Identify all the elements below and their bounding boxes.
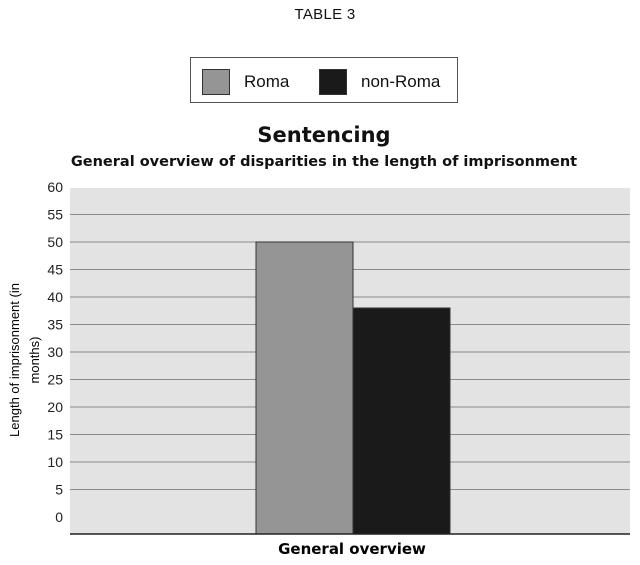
bar-roma [255,241,354,535]
legend-swatch-roma [202,69,230,95]
bars [255,241,451,535]
bar-non-roma [352,307,451,535]
y-tick-label: 5 [55,482,63,498]
y-tick-label: 10 [47,454,63,470]
y-tick-label: 55 [47,207,63,223]
legend-label-roma: Roma [244,72,290,91]
y-tick-label: 25 [47,372,63,388]
y-tick-label: 40 [47,289,63,305]
y-tick-label: 50 [47,234,63,250]
legend-item-roma: Roma [202,68,289,96]
y-axis-label-line-1: Length of imprisonment (in [7,283,22,437]
y-tick-label: 45 [47,262,63,278]
table-label: TABLE 3 [294,6,356,23]
y-axis-label-group: Length of imprisonment (in months) [7,283,42,437]
chart-title: Sentencing [257,123,391,147]
legend-label-non-roma: non-Roma [361,72,441,91]
legend: Roma non-Roma [190,57,458,103]
legend-item-non-roma: non-Roma [319,68,440,96]
y-tick-label: 15 [47,427,63,443]
chart-subtitle: General overview of disparities in the l… [70,154,578,170]
y-axis-label-line-2: months) [27,337,42,384]
y-axis-ticks: 0 5 10 15 20 25 30 35 40 45 50 55 60 [47,179,63,525]
y-tick-label: 0 [55,509,63,525]
x-axis-label: General overview [278,540,426,558]
legend-swatch-non-roma [319,69,347,95]
y-tick-label: 60 [47,179,63,195]
y-tick-label: 30 [47,344,63,360]
y-tick-label: 35 [47,317,63,333]
y-tick-label: 20 [47,399,63,415]
